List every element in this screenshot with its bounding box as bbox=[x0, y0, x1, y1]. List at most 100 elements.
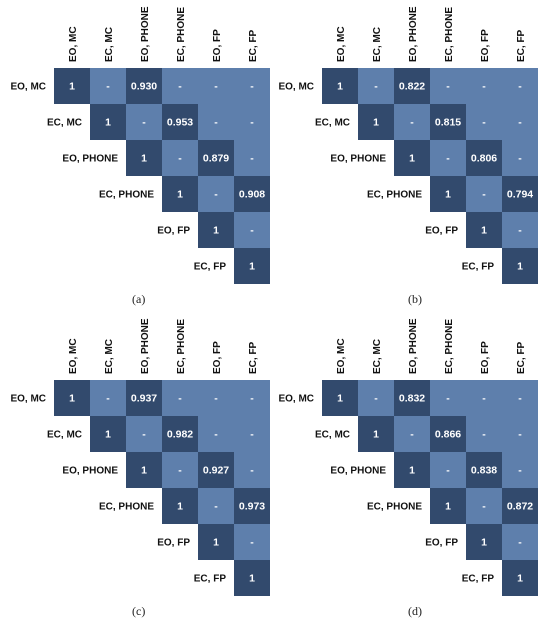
col-label: EC, FP bbox=[248, 29, 259, 62]
heatmap-cell bbox=[234, 212, 270, 248]
cell-value: - bbox=[374, 81, 378, 93]
heatmap-cell bbox=[54, 380, 90, 416]
heatmap-cell bbox=[430, 176, 466, 212]
cell-value: 1 bbox=[409, 153, 415, 165]
heatmap-cell bbox=[234, 416, 270, 452]
cell-value: 1 bbox=[105, 117, 111, 129]
heatmap-cell bbox=[234, 488, 270, 524]
heatmap-cell bbox=[162, 416, 198, 452]
cell-value: - bbox=[410, 117, 414, 129]
row-label: EC, MC bbox=[315, 430, 350, 441]
col-label: EC, PHONE bbox=[444, 7, 455, 62]
col-label: EC, FP bbox=[248, 341, 259, 374]
cell-value: - bbox=[374, 393, 378, 405]
heatmap-cell bbox=[394, 380, 430, 416]
heatmap-cell bbox=[466, 104, 502, 140]
cell-value: - bbox=[178, 465, 182, 477]
heatmap-cell bbox=[198, 104, 234, 140]
cell-value: - bbox=[214, 189, 218, 201]
row-label: EO, MC bbox=[278, 394, 314, 405]
caption-d: (d) bbox=[408, 604, 422, 618]
cell-value: 1 bbox=[177, 501, 183, 513]
heatmap-cell bbox=[358, 68, 394, 104]
cell-value: 1 bbox=[141, 465, 147, 477]
cell-value: - bbox=[482, 429, 486, 441]
heatmap-cell bbox=[466, 176, 502, 212]
row-label: EC, PHONE bbox=[367, 190, 422, 201]
cell-value: 0.937 bbox=[131, 393, 157, 405]
col-label: EC, FP bbox=[516, 341, 527, 374]
row-label: EO, PHONE bbox=[330, 466, 386, 477]
cell-value: - bbox=[518, 81, 522, 93]
cell-value: 1 bbox=[105, 429, 111, 441]
heatmap-cell bbox=[234, 176, 270, 212]
heatmap-cell bbox=[126, 380, 162, 416]
cell-value: 1 bbox=[141, 153, 147, 165]
heatmap-cell bbox=[430, 68, 466, 104]
col-label: EC, PHONE bbox=[444, 319, 455, 374]
cell-value: 1 bbox=[517, 573, 523, 585]
cell-value: - bbox=[142, 117, 146, 129]
heatmap-cell bbox=[198, 380, 234, 416]
col-label: EO, PHONE bbox=[140, 318, 151, 374]
heatmap-cell bbox=[198, 212, 234, 248]
cell-value: - bbox=[482, 189, 486, 201]
col-label: EO, MC bbox=[336, 26, 347, 62]
col-label: EO, MC bbox=[336, 338, 347, 374]
cell-value: - bbox=[250, 429, 254, 441]
cell-value: - bbox=[482, 393, 486, 405]
row-label: EO, MC bbox=[278, 82, 314, 93]
cell-value: - bbox=[518, 465, 522, 477]
heatmap-b-svg: EO, MC EC, MC EO, PHONE EC, PHONE EO, FP EC, … bbox=[278, 6, 538, 284]
row-label: EC, FP bbox=[462, 574, 495, 585]
cell-value: 1 bbox=[517, 261, 523, 273]
row-label: EO, PHONE bbox=[62, 466, 118, 477]
heatmap-cell bbox=[198, 524, 234, 560]
heatmap-cell bbox=[198, 488, 234, 524]
cell-value: 0.838 bbox=[471, 465, 497, 477]
heatmap-panel-b: EO, MC EC, MC EO, PHONE EC, PHONE EO, FP EC, … bbox=[278, 4, 548, 304]
heatmap-cell bbox=[466, 140, 502, 176]
caption-b: (b) bbox=[408, 292, 422, 306]
col-label: EO, MC bbox=[68, 338, 79, 374]
col-label: EC, MC bbox=[104, 27, 115, 62]
heatmap-cell bbox=[466, 452, 502, 488]
heatmap-cell bbox=[322, 380, 358, 416]
heatmap-panel-d: EO, MC EC, MC EO, PHONE EC, PHONE EO, FP EC, … bbox=[278, 316, 548, 616]
heatmap-cell bbox=[162, 176, 198, 212]
heatmap-cell bbox=[502, 416, 538, 452]
cell-value: 0.872 bbox=[507, 501, 533, 513]
cell-value: - bbox=[518, 153, 522, 165]
heatmap-cell bbox=[198, 140, 234, 176]
heatmap-cell bbox=[358, 416, 394, 452]
heatmap-cell bbox=[502, 488, 538, 524]
heatmap-cell bbox=[234, 104, 270, 140]
cell-value: 1 bbox=[249, 573, 255, 585]
cell-value: - bbox=[518, 537, 522, 549]
heatmap-cell bbox=[502, 524, 538, 560]
row-label: EC, FP bbox=[462, 262, 495, 273]
row-label: EO, MC bbox=[10, 82, 46, 93]
row-label: EO, MC bbox=[10, 394, 46, 405]
heatmap-cell bbox=[430, 416, 466, 452]
heatmap-cell bbox=[394, 68, 430, 104]
heatmap-cell bbox=[394, 104, 430, 140]
cell-value: 0.815 bbox=[435, 117, 461, 129]
cell-value: - bbox=[446, 153, 450, 165]
heatmap-cell bbox=[466, 68, 502, 104]
cell-value: 0.927 bbox=[203, 465, 229, 477]
cell-value: 1 bbox=[373, 117, 379, 129]
heatmap-cell bbox=[90, 68, 126, 104]
cell-value: 1 bbox=[69, 81, 75, 93]
heatmap-cell bbox=[198, 452, 234, 488]
row-label: EO, FP bbox=[425, 226, 458, 237]
cell-value: - bbox=[214, 501, 218, 513]
col-label: EC, MC bbox=[372, 27, 383, 62]
cell-value: 1 bbox=[481, 537, 487, 549]
row-label: EC, FP bbox=[194, 262, 227, 273]
cell-value: - bbox=[250, 537, 254, 549]
heatmap-cell bbox=[234, 452, 270, 488]
cell-value: - bbox=[518, 429, 522, 441]
heatmap-cell bbox=[394, 140, 430, 176]
col-label: EC, MC bbox=[104, 339, 115, 374]
